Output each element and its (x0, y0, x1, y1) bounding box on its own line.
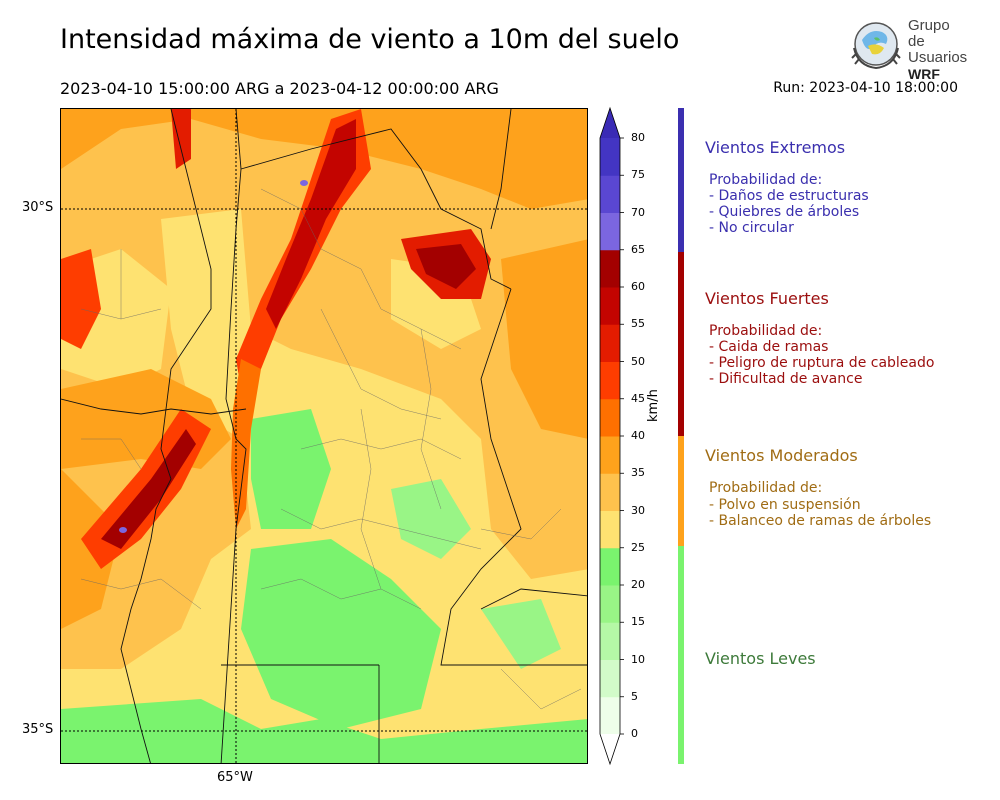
legend-item-fuertes: - Peligro de ruptura de cableado (709, 355, 935, 371)
colorbar (599, 106, 624, 766)
run-time: Run: 2023-04-10 18:00:00 (773, 80, 958, 96)
strong-zone-far-west (61, 249, 101, 349)
colorbar-swatch (600, 249, 620, 288)
strong-core-west (101, 429, 196, 549)
colorbar-tick-label: 30 (631, 503, 645, 517)
map-title: Intensidad máxima de viento a 10m del su… (60, 24, 680, 55)
forecast-period: 2023-04-10 15:00:00 ARG a 2023-04-12 00:… (60, 79, 499, 98)
legend-title-leves: Vientos Leves (705, 649, 816, 668)
legend-title-fuertes: Vientos Fuertes (705, 289, 829, 308)
logo-line2: Usuarios (908, 49, 968, 66)
grupo-wrf-logo: Grupo de Usuarios WRF (848, 18, 970, 82)
colorbar-swatch (600, 622, 620, 660)
extreme-spot-north (300, 180, 308, 186)
legend-title-extremos: Vientos Extremos (705, 138, 846, 157)
category-bar-extremos (678, 108, 684, 252)
colorbar-tick-label: 80 (631, 131, 645, 144)
colorbar-swatch (600, 659, 620, 698)
colorbar-tick-label: 10 (631, 652, 645, 666)
colorbar-tick-label: 60 (631, 280, 645, 293)
colorbar-swatch (600, 585, 620, 623)
colorbar-extend-top (600, 108, 620, 138)
lat-label-35s: 35°S (22, 722, 54, 737)
colorbar-tick-label: 15 (631, 615, 645, 629)
colorbar-swatch (600, 138, 620, 176)
green-patch-se (481, 599, 561, 669)
extreme-spot-west (119, 527, 127, 533)
legend-prob-extremos: Probabilidad de: (709, 172, 823, 188)
green-patch-east (391, 479, 471, 559)
orange-zone-north (61, 109, 587, 209)
colorbar-swatch (600, 212, 620, 251)
legend-item-extremos: - No circular (709, 220, 794, 236)
colorbar-swatch (600, 361, 620, 400)
colorbar-swatch (600, 436, 620, 474)
graticule (61, 109, 587, 763)
legend-prob-fuertes: Probabilidad de: (709, 323, 823, 339)
colorbar-unit: km/h (646, 389, 661, 422)
colorbar-swatch (600, 398, 620, 437)
strong-zone-top (171, 109, 191, 169)
lon-label-65w: 65°W (217, 770, 253, 785)
wind-map (60, 108, 588, 764)
globe-logo-icon (851, 22, 901, 70)
legend-item-fuertes: - Dificultad de avance (709, 371, 863, 387)
colorbar-swatch (600, 473, 620, 511)
wind-field-svg (61, 109, 587, 763)
strong-band-center (231, 359, 261, 529)
colorbar-tick-label: 0 (631, 727, 638, 740)
logo-line3: WRF (908, 66, 940, 82)
colorbar-tick-label: 55 (631, 317, 645, 331)
lat-label-30s: 30°S (22, 200, 54, 215)
province-boundaries (61, 109, 587, 763)
orange-zone-east (501, 239, 587, 439)
colorbar-tick-label: 75 (631, 168, 645, 182)
colorbar-swatch (600, 175, 620, 213)
colorbar-tick-label: 5 (631, 689, 638, 703)
legend-item-fuertes: - Caida de ramas (709, 339, 829, 355)
strong-core-north (266, 119, 356, 329)
colorbar-swatch (600, 547, 620, 586)
green-patch-south (241, 539, 441, 729)
colorbar-extend-bottom (600, 734, 620, 764)
colorbar-tick-label: 45 (631, 391, 645, 405)
colorbar-ticks (620, 137, 624, 735)
colorbar-swatches (599, 106, 621, 766)
colorbar-tick-label: 40 (631, 429, 645, 442)
strong-core-northeast (416, 244, 476, 289)
colorbar-tick-label: 25 (631, 540, 645, 554)
department-boundaries (80, 188, 582, 710)
colorbar-swatch (600, 287, 620, 325)
legend-item-extremos: - Daños de estructuras (709, 188, 869, 204)
colorbar-tick-label: 65 (631, 242, 645, 256)
legend-prob-moderados: Probabilidad de: (709, 480, 823, 496)
category-bar-leves (678, 546, 684, 764)
legend-item-moderados: - Balanceo de ramas de árboles (709, 513, 932, 529)
colorbar-tick-label: 50 (631, 354, 645, 368)
logo-text: Grupo de Usuarios WRF (908, 17, 970, 83)
legend-item-extremos: - Quiebres de árboles (709, 204, 860, 220)
legend-item-moderados: - Polvo en suspensión (709, 497, 861, 513)
colorbar-swatch (600, 696, 620, 735)
colorbar-tick-label: 70 (631, 205, 645, 219)
category-bar-fuertes (678, 252, 684, 436)
category-bar-moderados (678, 436, 684, 546)
colorbar-swatch (600, 324, 620, 362)
colorbar-tick-label: 20 (631, 578, 645, 591)
colorbar-swatch (600, 510, 620, 549)
green-patch-bottom (61, 699, 587, 763)
logo-line1: Grupo de (908, 17, 950, 50)
green-patch-center (251, 409, 331, 529)
legend-title-moderados: Vientos Moderados (705, 446, 858, 465)
colorbar-tick-label: 35 (631, 466, 645, 480)
